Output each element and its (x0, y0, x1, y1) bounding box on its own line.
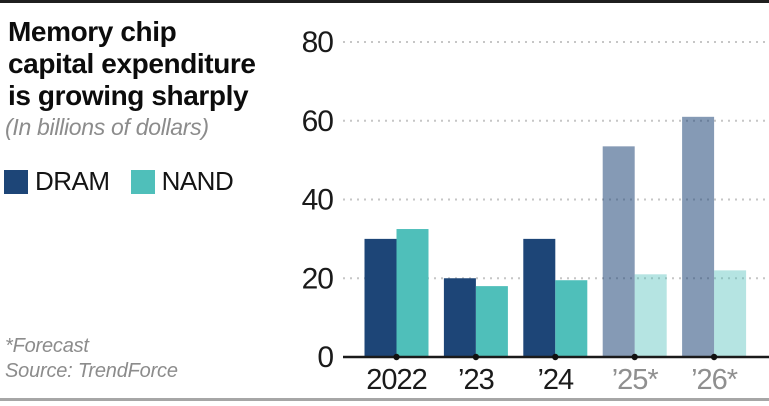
x-axis-label-4: ’25* (612, 364, 659, 396)
top-border (0, 0, 769, 3)
bar-dram-2 (443, 278, 476, 357)
x-axis-tick-dot-1 (393, 353, 400, 361)
bar-dram-4 (602, 146, 635, 357)
x-axis-tick-dot-2 (472, 353, 480, 361)
legend-swatch-nand (130, 169, 155, 194)
x-axis-tick-dot-3 (552, 353, 559, 361)
legend-swatch-dram (4, 169, 28, 194)
bar-nand-1 (396, 229, 429, 357)
x-axis-label-3: ’24 (537, 364, 574, 396)
forecast-note: *Forecast (5, 335, 89, 357)
chart-subtitle: (In billions of dollars) (5, 114, 209, 140)
chart-title: Memory chip capital expenditure is growi… (8, 16, 308, 112)
bar-nand-2 (475, 286, 508, 357)
y-axis-label-40: 40 (302, 184, 334, 217)
y-axis-label-80: 80 (302, 26, 334, 59)
legend-item-nand: NAND (130, 166, 234, 197)
bar-dram-5 (682, 116, 715, 357)
x-axis-tick-dot-4 (631, 353, 638, 361)
x-axis-label-5: ’26* (691, 364, 738, 396)
chart-title-line-3: is growing sharply (8, 80, 249, 111)
x-axis-label-1: 2022 (366, 364, 427, 396)
bar-nand-4 (634, 274, 667, 357)
legend-label-dram: DRAM (35, 166, 110, 196)
y-axis-label-60: 60 (302, 105, 334, 138)
source-note: Source: TrendForce (5, 360, 178, 382)
chart-legend: DRAM NAND (4, 166, 234, 197)
x-axis-tick-dot-5 (710, 353, 718, 361)
legend-item-dram: DRAM (4, 166, 110, 197)
y-axis-label-0: 0 (317, 341, 333, 374)
y-axis-label-20: 20 (302, 262, 334, 295)
chart-title-line-1: Memory chip (8, 16, 177, 47)
bar-nand-5 (714, 270, 747, 357)
legend-label-nand: NAND (161, 166, 234, 196)
x-axis-label-2: ’23 (458, 364, 494, 396)
bar-dram-3 (523, 238, 556, 357)
bar-nand-3 (555, 280, 588, 357)
bar-dram-1 (364, 238, 397, 357)
bottom-border (0, 398, 769, 401)
chart-footnote: *Forecast Source: TrendForce (5, 334, 305, 384)
chart-title-line-2: capital expenditure (8, 48, 256, 79)
